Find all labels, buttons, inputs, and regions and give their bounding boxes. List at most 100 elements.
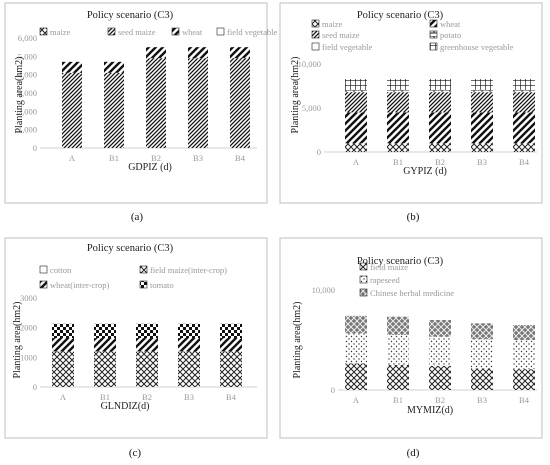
bar-segment [513, 369, 535, 390]
bar-segment [429, 143, 451, 152]
bar-segment [429, 365, 451, 390]
bar-segment [345, 78, 367, 91]
x-axis-label: GYPIZ (d) [403, 166, 447, 177]
x-tick-label: B4 [235, 153, 246, 163]
bar-segment [471, 92, 493, 113]
bar-segment [104, 61, 124, 73]
bar-segment [471, 143, 493, 152]
legend-swatch [429, 19, 438, 28]
x-tick-label: B1 [100, 392, 110, 402]
panel-frame [4, 2, 268, 204]
x-tick-label: B4 [226, 392, 237, 402]
legend-swatch [39, 27, 48, 36]
x-tick-label: B3 [477, 157, 487, 167]
chart-panel-4: Policy scenario (C3)field maize rapeseed C… [279, 237, 543, 459]
y-tick-label: 1,000 [18, 125, 37, 135]
bar-segment [429, 90, 451, 93]
chart-title: Policy scenario (C3) [87, 10, 174, 21]
bar-segment [513, 92, 535, 113]
bar-segment [429, 320, 451, 337]
bar-segment [513, 340, 535, 370]
legend-entry: field vegetable [227, 27, 277, 37]
x-tick-label: B3 [184, 392, 194, 402]
bar-segment [471, 112, 493, 144]
x-tick-label: B1 [393, 395, 403, 405]
bar-segment [94, 323, 116, 339]
bar-segment [429, 78, 451, 91]
legend-entry: wheat [182, 27, 203, 37]
bar-segment [387, 92, 409, 113]
bar-segment [513, 90, 535, 93]
bar-segment [513, 78, 535, 91]
legend-entry: seed maize [322, 30, 360, 40]
bar-segment [146, 58, 166, 148]
bar-segment [178, 351, 200, 387]
bar-segment [471, 368, 493, 390]
bar-segment [471, 90, 493, 93]
panel-caption: (d) [407, 447, 420, 459]
legend-entry: wheat(inter-crop) [50, 280, 109, 290]
y-tick-label: 0 [33, 143, 37, 153]
bar-segment [387, 316, 409, 335]
chart-panel-1: Policy scenario (C3) maize seed maize wheat… [4, 2, 277, 223]
legend-swatch [171, 27, 180, 36]
legend-swatch [359, 288, 368, 297]
bar-segment [178, 323, 200, 339]
y-tick-label: 0 [33, 382, 37, 392]
bar-segment [387, 78, 409, 91]
x-axis-label: GLNDIZ(d) [101, 401, 150, 412]
bar-segment [345, 315, 367, 334]
x-tick-label: B2 [151, 153, 161, 163]
y-tick-label: 3000 [20, 293, 37, 303]
bar-segment [52, 351, 74, 387]
legend-swatch [359, 275, 368, 284]
x-tick-label: B2 [435, 395, 445, 405]
panel-frame [4, 237, 268, 439]
legend-entry: tomato [150, 280, 174, 290]
bar-segment [429, 112, 451, 144]
bar-segment [104, 72, 124, 148]
legend-entry: potato [440, 30, 461, 40]
y-tick-label: 4,000 [18, 70, 37, 80]
legend-swatch [139, 265, 148, 274]
bar-segment [220, 351, 242, 387]
bar-segment [345, 112, 367, 144]
x-tick-label: B4 [519, 157, 530, 167]
x-tick-label: A [69, 153, 76, 163]
panel-caption: (c) [129, 447, 142, 459]
bar-segment [52, 323, 74, 339]
y-tick-label: 0 [331, 385, 335, 395]
x-tick-label: B1 [109, 153, 119, 163]
bar-segment [136, 338, 158, 352]
legend-swatch [311, 30, 320, 39]
x-axis-label: MYMIZ(d) [407, 405, 453, 416]
bar-segment [387, 365, 409, 390]
bar-segment [345, 90, 367, 93]
panel-caption: (a) [131, 211, 144, 223]
bar-segment [345, 92, 367, 113]
bar-segment [513, 325, 535, 340]
x-tick-label: B2 [142, 392, 152, 402]
legend-entry: field maize(inter-crop) [150, 265, 227, 275]
bar-segment [429, 336, 451, 366]
x-tick-label: B1 [393, 157, 403, 167]
legend-swatch [429, 30, 438, 39]
x-tick-label: B3 [477, 395, 487, 405]
legend-entry: field maize [370, 262, 408, 272]
x-tick-label: B3 [193, 153, 203, 163]
legend-entry: field vegetable [322, 42, 372, 52]
y-tick-label: 2000 [20, 323, 37, 333]
y-axis-label: Planting area(hm2) [14, 57, 25, 134]
bar-segment [62, 72, 82, 148]
legend-entry: seed maize [118, 27, 156, 37]
bar-segment [345, 143, 367, 152]
panel-frame [279, 237, 543, 439]
bar-segment [345, 333, 367, 364]
y-axis-label: Planting area(hm2) [12, 302, 23, 379]
bar-segment [220, 338, 242, 352]
legend-swatch [216, 27, 225, 36]
x-tick-label: A [60, 392, 67, 402]
y-tick-label: 0 [317, 147, 321, 157]
bar-segment [429, 92, 451, 113]
legend-swatch [39, 265, 48, 274]
